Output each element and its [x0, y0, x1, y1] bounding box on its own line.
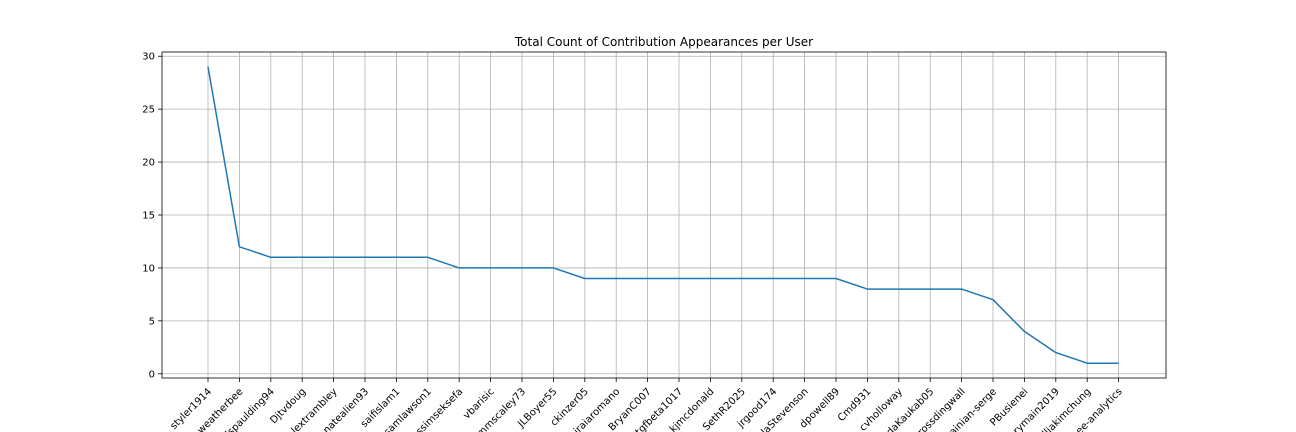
- y-tick-label: 0: [149, 369, 155, 380]
- y-tick-label: 10: [142, 263, 155, 274]
- y-tick-label: 15: [142, 211, 155, 222]
- y-tick-label: 20: [142, 158, 155, 169]
- chart-title: Total Count of Contribution Appearances …: [514, 35, 813, 49]
- y-tick-label: 5: [149, 316, 155, 327]
- y-tick-label: 25: [142, 105, 155, 116]
- series-line: [207, 66, 1119, 364]
- grid: [162, 52, 1166, 378]
- plot-area: [207, 66, 1119, 364]
- plot-frame: [161, 51, 1167, 379]
- y-tick-label: 30: [142, 52, 155, 63]
